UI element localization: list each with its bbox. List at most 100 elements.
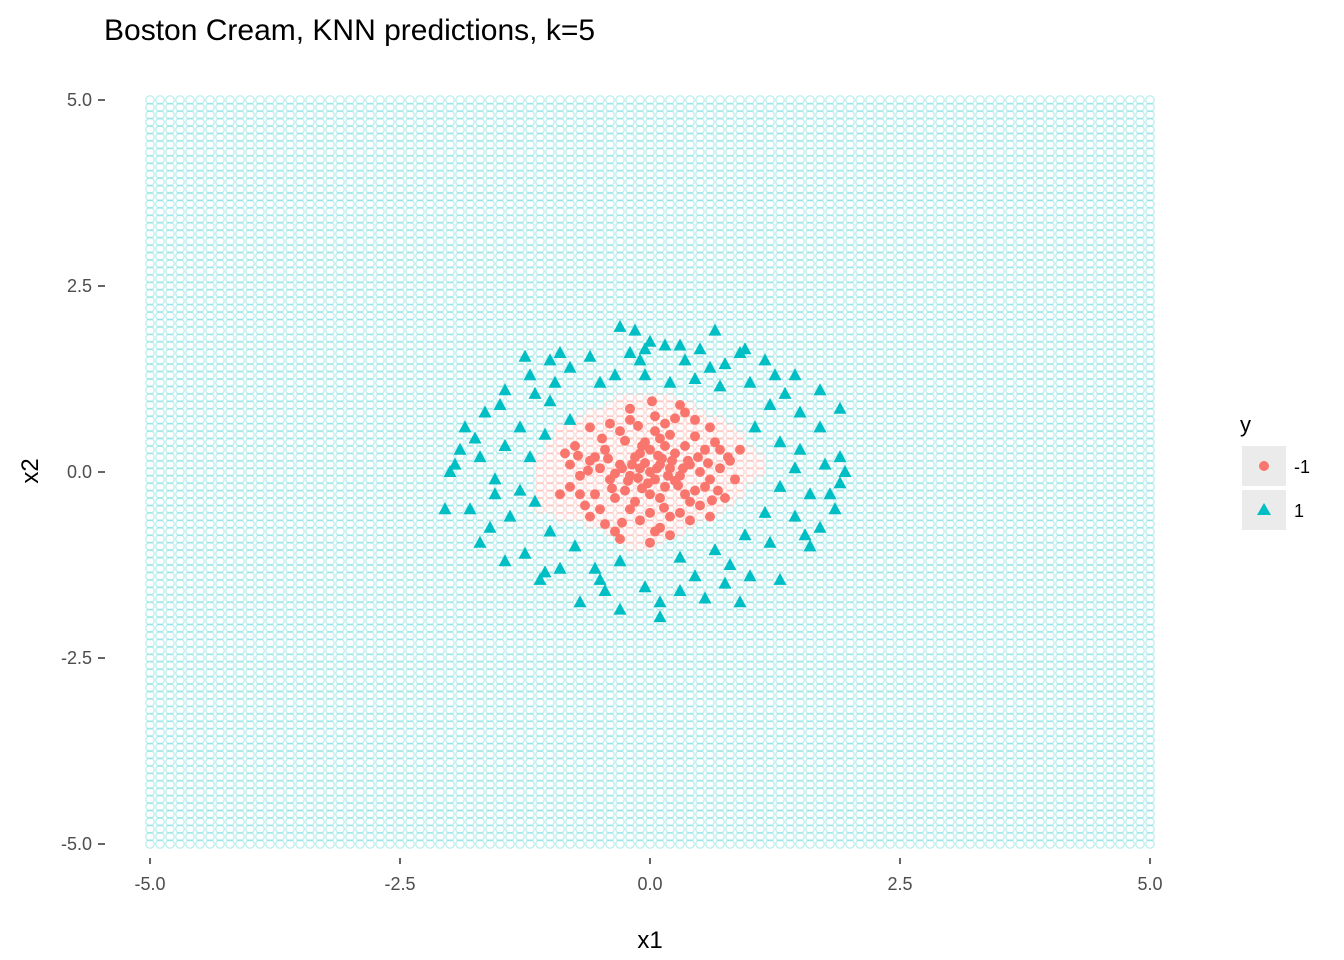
grid-cell-pred-1 xyxy=(165,749,175,760)
grid-cell-pred-1 xyxy=(195,266,205,276)
grid-cell-pred-1 xyxy=(205,348,215,358)
grid-cell-pred-1 xyxy=(165,734,175,745)
grid-cell-pred-1 xyxy=(235,355,245,366)
grid-cell-pred-1 xyxy=(225,682,235,693)
grid-cell-pred-1 xyxy=(225,586,235,596)
grid-cell-pred-1 xyxy=(205,333,215,343)
grid-cell-pred-1 xyxy=(145,333,155,343)
grid-cell-pred-1 xyxy=(205,266,215,276)
grid-cell-pred-1 xyxy=(145,325,155,336)
grid-cell-pred-1 xyxy=(195,228,205,239)
grid-cell-pred-1 xyxy=(145,340,155,351)
grid-cell-pred-1 xyxy=(165,295,175,306)
grid-cell-pred-1 xyxy=(145,355,155,366)
grid-cell-pred-1 xyxy=(155,392,165,403)
grid-cell-pred-1 xyxy=(165,459,175,470)
grid-cell-pred-1 xyxy=(175,184,185,195)
grid-cell-pred-1 xyxy=(205,162,215,172)
grid-cell-pred-1 xyxy=(225,526,235,537)
grid-cell-pred-1 xyxy=(145,504,155,515)
grid-cell-pred-1 xyxy=(185,526,195,537)
grid-cell-pred-1 xyxy=(215,474,225,485)
grid-cell-pred-1 xyxy=(175,318,185,329)
grid-cell-pred-1 xyxy=(145,377,155,388)
grid-cell-pred-1 xyxy=(185,839,195,849)
grid-cell-pred-1 xyxy=(185,682,195,693)
grid-cell-pred-1 xyxy=(145,251,155,262)
grid-cell-pred-1 xyxy=(155,236,165,247)
grid-cell-pred-1 xyxy=(155,668,165,678)
grid-cell-pred-1 xyxy=(225,749,235,760)
grid-cell-pred-1 xyxy=(175,169,185,180)
chart-title: Boston Cream, KNN predictions, k=5 xyxy=(104,14,595,47)
grid-cell-pred-1 xyxy=(165,228,175,239)
grid-cell-pred-1 xyxy=(195,623,205,634)
grid-cell-pred-1 xyxy=(235,348,245,358)
grid-cell-pred-1 xyxy=(215,214,225,224)
grid-cell-pred-1 xyxy=(175,630,185,641)
grid-cell-pred-1 xyxy=(175,288,185,299)
grid-cell-pred-1 xyxy=(175,779,185,790)
grid-cell-pred-1 xyxy=(205,630,215,641)
grid-cell-pred-1 xyxy=(165,333,175,343)
grid-cell-pred-1 xyxy=(205,281,215,291)
grid-cell-pred-1 xyxy=(155,400,165,410)
grid-cell-pred-1 xyxy=(205,519,215,529)
grid-cell-pred-1 xyxy=(165,601,175,611)
grid-cell-pred-1 xyxy=(155,266,165,276)
grid-cell-pred-1 xyxy=(175,102,185,113)
grid-cell-pred-1 xyxy=(165,154,175,165)
grid-cell-pred-1 xyxy=(145,586,155,596)
grid-cell-pred-1 xyxy=(185,377,195,388)
grid-cell-pred-1 xyxy=(165,742,175,753)
grid-cell-pred-1 xyxy=(225,772,235,782)
grid-cell-pred-1 xyxy=(215,251,225,262)
grid-cell-pred-1 xyxy=(175,623,185,634)
grid-cell-pred-1 xyxy=(215,206,225,217)
grid-cell-pred-1 xyxy=(185,191,195,202)
grid-cell-pred-1 xyxy=(175,586,185,596)
grid-cell-pred-1 xyxy=(205,318,215,329)
grid-cell-pred-1 xyxy=(145,615,155,626)
grid-cell-pred-1 xyxy=(215,370,225,381)
grid-cell-pred-1 xyxy=(215,310,225,321)
grid-cell-pred-1 xyxy=(195,548,205,559)
grid-cell-pred-1 xyxy=(185,660,195,671)
grid-cell-pred-1 xyxy=(185,586,195,596)
grid-cell-pred-1 xyxy=(165,526,175,537)
grid-cell-pred-1 xyxy=(195,705,205,715)
grid-cell-pred-1 xyxy=(205,757,215,768)
grid-cell-pred-1 xyxy=(165,392,175,403)
grid-cell-pred-1 xyxy=(215,794,225,805)
grid-cell-pred-1 xyxy=(195,653,205,663)
grid-cell-pred-1 xyxy=(195,467,205,477)
grid-cell-pred-1 xyxy=(195,556,205,567)
grid-cell-pred-1 xyxy=(175,214,185,224)
grid-cell-pred-1 xyxy=(235,496,245,507)
grid-cell-pred-1 xyxy=(155,705,165,715)
grid-cell-pred-1 xyxy=(175,258,185,269)
grid-cell-pred-1 xyxy=(165,839,175,849)
grid-cell-pred-1 xyxy=(145,124,155,135)
grid-cell-pred-1 xyxy=(225,720,235,730)
grid-cell-pred-1 xyxy=(185,281,195,291)
grid-cell-pred-1 xyxy=(175,199,185,210)
grid-cell-pred-1 xyxy=(235,638,245,648)
grid-cell-pred-1 xyxy=(185,801,195,812)
grid-cell-pred-1 xyxy=(235,734,245,745)
grid-cell-pred-1 xyxy=(185,228,195,239)
grid-cell-pred-1 xyxy=(235,370,245,381)
grid-cell-pred-1 xyxy=(205,147,215,158)
grid-cell-pred-1 xyxy=(225,258,235,269)
grid-cell-pred-1 xyxy=(175,682,185,693)
grid-cell-pred-1 xyxy=(185,333,195,343)
grid-cell-pred-1 xyxy=(205,526,215,537)
grid-cell-pred-1 xyxy=(225,809,235,820)
grid-cell-pred-1 xyxy=(195,437,205,448)
grid-cell-pred-1 xyxy=(205,474,215,485)
grid-cell-pred-1 xyxy=(195,660,205,671)
grid-cell-pred-1 xyxy=(215,288,225,299)
grid-cell-pred-1 xyxy=(175,705,185,715)
grid-cell-pred-1 xyxy=(155,132,165,143)
grid-cell-pred-1 xyxy=(155,742,165,753)
